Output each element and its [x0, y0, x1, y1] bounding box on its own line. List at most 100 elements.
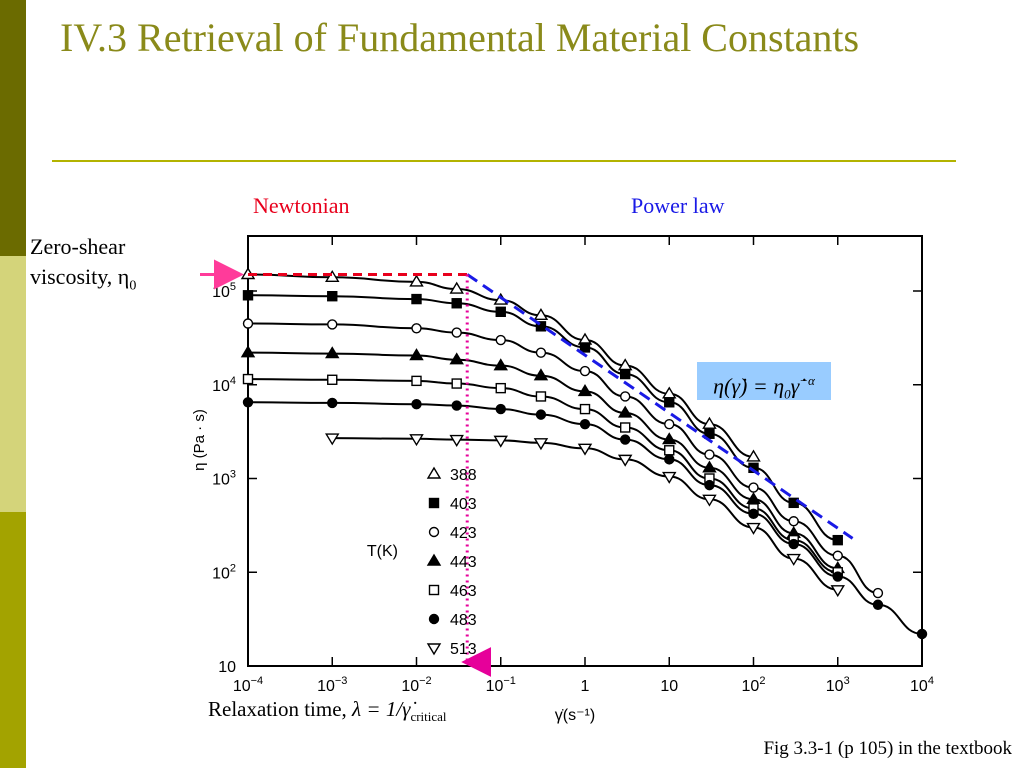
data-point-388 — [746, 449, 761, 462]
data-point-463 — [664, 445, 675, 456]
data-point-403 — [748, 462, 759, 474]
relaxation-eq-main: λ = 1/ — [352, 697, 403, 721]
data-point-423 — [411, 323, 422, 334]
zero-shear-sub: 0 — [129, 278, 137, 294]
y-tick-label-2: 103 — [212, 469, 236, 489]
data-point-388 — [449, 281, 464, 294]
data-point-463 — [242, 373, 254, 385]
data-point-403 — [451, 298, 462, 309]
slide-title: IV.3 Retrieval of Fundamental Material C… — [60, 15, 860, 60]
data-point-513 — [830, 585, 845, 598]
legend-label-463: 463 — [450, 583, 477, 600]
data-point-423 — [242, 318, 254, 329]
data-point-513 — [449, 434, 464, 447]
data-point-483 — [872, 599, 884, 610]
legend-label-483: 483 — [450, 612, 477, 629]
data-point-423 — [451, 327, 462, 338]
figure-caption: Fig 3.3-1 (p 105) in the textbook — [763, 738, 1012, 759]
title-rule — [52, 160, 956, 162]
data-point-403 — [579, 342, 591, 353]
x-tick-label-5: 10 — [660, 678, 678, 695]
legend-marker-423 — [428, 526, 440, 538]
data-point-513 — [533, 438, 549, 451]
data-point-463 — [495, 382, 506, 394]
data-point-513 — [409, 434, 424, 447]
legend-marker-403 — [428, 497, 440, 509]
data-point-423 — [535, 347, 547, 358]
zero-shear-line1: Zero-shear — [30, 234, 126, 259]
series-curve-463 — [247, 378, 838, 574]
data-point-403 — [327, 291, 338, 302]
data-point-423 — [748, 482, 759, 493]
data-point-513 — [702, 494, 717, 507]
legend-label-443: 443 — [450, 554, 477, 571]
data-point-513 — [325, 433, 340, 446]
data-point-513 — [493, 435, 508, 448]
data-point-423 — [832, 550, 843, 561]
data-point-443 — [325, 346, 340, 359]
x-tick-label-4: 1 — [581, 678, 590, 695]
relaxation-time-label: Relaxation time, λ = 1/γ̇critical — [208, 697, 447, 725]
legend-title: T(K) — [367, 543, 398, 560]
data-point-483 — [832, 571, 843, 582]
zero-shear-label: Zero-shear viscosity, η0 — [30, 232, 136, 301]
sidebar-band-dark — [0, 0, 26, 256]
data-point-483 — [495, 403, 506, 415]
data-point-463 — [535, 391, 547, 402]
data-point-403 — [704, 428, 715, 439]
data-point-483 — [579, 418, 591, 430]
data-point-483 — [535, 409, 547, 420]
data-point-423 — [788, 516, 799, 527]
data-point-483 — [619, 434, 631, 445]
data-point-463 — [411, 375, 422, 387]
data-point-423 — [619, 391, 631, 402]
legend-marker-443 — [426, 553, 442, 566]
data-point-423 — [704, 449, 715, 460]
sidebar-band-light — [0, 256, 26, 512]
data-point-423 — [872, 587, 884, 599]
legend-marker-483 — [428, 613, 440, 625]
data-point-483 — [916, 628, 928, 640]
data-point-483 — [664, 454, 675, 465]
data-point-423 — [495, 334, 506, 346]
x-tick-label-1: 10−3 — [317, 675, 347, 695]
data-point-388 — [702, 416, 717, 429]
data-point-443 — [240, 345, 256, 358]
data-point-423 — [664, 418, 675, 430]
data-point-403 — [619, 368, 631, 380]
data-point-403 — [495, 306, 506, 317]
data-point-513 — [662, 471, 677, 484]
data-point-388 — [533, 307, 549, 321]
legend-label-388: 388 — [450, 467, 477, 484]
zero-shear-line2: viscosity, η — [30, 264, 130, 289]
legend-marker-463 — [428, 584, 440, 596]
equation-exp: −α — [799, 373, 815, 388]
legend-label-423: 423 — [450, 525, 477, 542]
data-point-463 — [451, 378, 462, 389]
equation-gamma: γ̇ — [790, 373, 800, 399]
y-axis-label: η (Pa · s) — [191, 409, 208, 471]
sidebar-decoration — [0, 0, 26, 768]
equation-lhs: η(γ̇) = η — [713, 373, 785, 399]
data-point-483 — [327, 397, 338, 409]
data-point-403 — [535, 321, 547, 332]
data-point-443 — [662, 432, 677, 445]
sidebar-band-olive — [0, 512, 26, 768]
data-point-483 — [411, 399, 422, 410]
data-point-483 — [704, 479, 715, 491]
data-point-388 — [325, 269, 340, 283]
y-tick-label-1: 102 — [212, 562, 236, 582]
data-point-423 — [579, 365, 591, 377]
y-tick-label-3: 104 — [212, 375, 236, 395]
data-point-463 — [327, 374, 338, 385]
data-point-388 — [409, 274, 424, 287]
relaxation-eq-sub: critical — [410, 709, 447, 725]
legend-marker-513 — [426, 643, 442, 656]
data-point-513 — [617, 454, 633, 467]
data-point-423 — [327, 319, 338, 330]
data-point-443 — [577, 384, 593, 397]
data-point-443 — [702, 460, 717, 473]
relaxation-eq-gamma: γ̇ — [402, 697, 411, 721]
data-point-463 — [579, 403, 591, 415]
